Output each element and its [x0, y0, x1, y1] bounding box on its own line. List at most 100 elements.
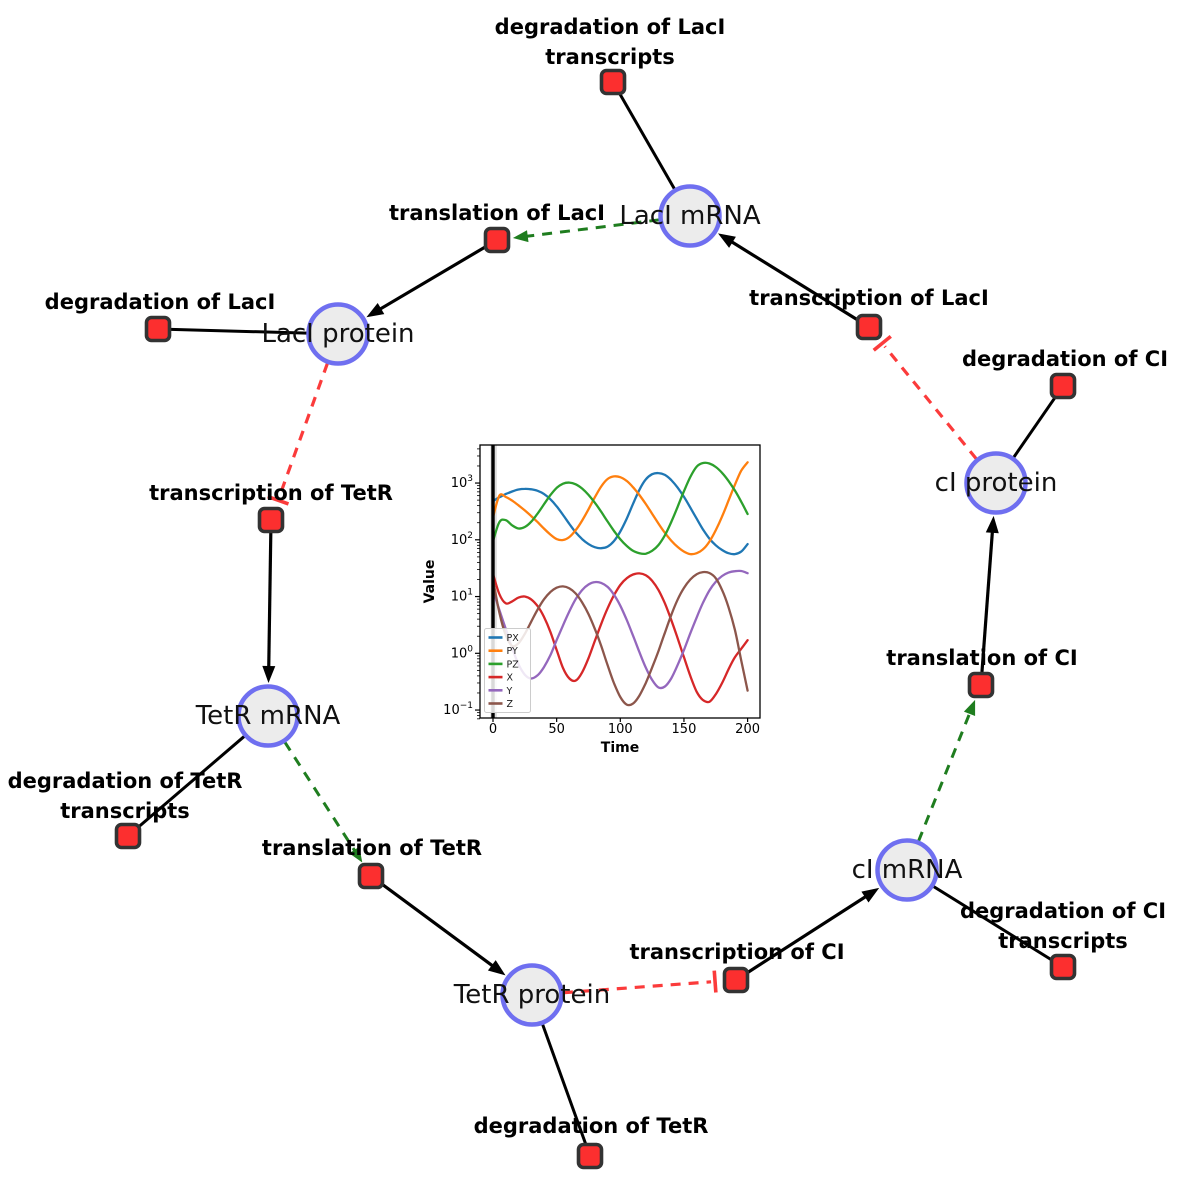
x-tick-label-100: 100	[608, 722, 633, 737]
series-line-Y	[491, 569, 749, 690]
edge-transc_lacI-lacI_mRNA-arrowhead	[718, 233, 736, 248]
reaction-label-transc_lacI: transcription of LacI	[749, 286, 989, 310]
edge-tetR_protein-transc_cI	[562, 980, 712, 995]
edge-lacI_protein-transc_tetR-inhibit-bar	[267, 494, 290, 506]
reaction-label-transl_tetR: translation of TetR	[262, 836, 482, 860]
reaction-node-transl_lacI	[483, 226, 511, 254]
edge-tetR_mRNA-transl_tetR-arrowhead	[349, 846, 363, 863]
y-tick-label-10e1: 101	[451, 588, 473, 605]
x-axis-title: Time	[601, 740, 639, 756]
edge-transc_cI-cI_mRNA	[746, 894, 868, 975]
edge-tetR_protein-deg_tetR	[541, 1023, 588, 1145]
reaction-label-deg_cI_tr-line2: transcripts	[998, 929, 1128, 953]
edge-cI_protein-transc_lacI-inhibit-bar	[872, 334, 892, 352]
series-line-PX	[491, 471, 749, 556]
legend-entry-X: X	[507, 673, 514, 684]
species-node-cI_protein	[964, 451, 1028, 515]
species-node-lacI_mRNA	[658, 184, 722, 248]
edge-transl_tetR-tetR_protein-arrowhead	[487, 960, 506, 976]
species-label-cI_mRNA: cI mRNA	[852, 855, 963, 885]
species-node-tetR_mRNA	[236, 684, 300, 748]
edge-transc_cI-cI_mRNA-arrowhead	[861, 887, 880, 903]
network-edges-layer	[136, 92, 1057, 1145]
reaction-node-deg_lacI	[144, 315, 172, 343]
reaction-label-deg_lacI_tr-line1: degradation of LacI	[495, 15, 726, 39]
species-label-tetR_mRNA: TetR mRNA	[195, 701, 341, 731]
series-line-PY	[491, 461, 749, 556]
edge-lacI_protein-transc_tetR	[277, 362, 329, 498]
edge-transl_lacI-lacI_protein	[378, 245, 487, 311]
species-label-lacI_protein: LacI protein	[261, 319, 414, 349]
reaction-label-transc_tetR: transcription of TetR	[149, 481, 393, 505]
reaction-label-deg_tetR_tr-line2: transcripts	[60, 799, 190, 823]
edge-lacI_protein-deg_lacI	[170, 327, 308, 335]
edge-cI_mRNA-transl_cI-arrowhead	[963, 699, 976, 716]
reaction-label-deg_cI: degradation of CI	[962, 347, 1168, 371]
x-tick-label-0: 0	[489, 722, 497, 737]
edge-lacI_mRNA-transl_lacI-arrowhead	[512, 230, 529, 243]
series-line-PZ	[491, 461, 749, 556]
reaction-node-transl_cI	[967, 671, 995, 699]
x-tick-label-150: 150	[672, 722, 697, 737]
y-axis-title: Value	[422, 560, 438, 604]
series-line-X	[491, 572, 749, 704]
reaction-node-deg_lacI_tr	[599, 68, 627, 96]
x-tick-label-50: 50	[548, 722, 565, 737]
timeseries-plot: 0 50 100 150 200 10−1 100 101 102 103 Time Value PX P…	[422, 444, 761, 756]
reaction-label-deg_tetR_tr-line1: degradation of TetR	[8, 769, 243, 793]
reaction-node-deg_tetR_tr	[114, 822, 142, 850]
reaction-node-transc_lacI	[855, 313, 883, 341]
legend-entry-PZ: PZ	[507, 659, 520, 670]
edge-transl_lacI-lacI_protein-arrowhead	[366, 303, 385, 318]
reaction-label-transl_lacI: translation of LacI	[389, 201, 605, 225]
reaction-node-deg_cI_tr	[1049, 953, 1077, 981]
edge-tetR_mRNA-deg_tetR_tr	[136, 735, 246, 829]
reaction-label-deg_tetR: degradation of TetR	[474, 1114, 709, 1138]
reaction-node-deg_tetR	[576, 1142, 604, 1170]
edge-transl_cI-cI_protein	[980, 530, 995, 673]
edge-cI_protein-deg_cI	[1012, 395, 1057, 459]
reaction-label-deg_lacI_tr-line2: transcripts	[545, 45, 675, 69]
legend-entry-PX: PX	[507, 633, 520, 644]
reaction-label-deg_cI_tr-line1: degradation of CI	[960, 899, 1166, 923]
reaction-node-transc_cI	[722, 966, 750, 994]
legend-entry-PY: PY	[507, 646, 519, 657]
edge-tetR_mRNA-transl_tetR	[283, 741, 357, 853]
y-tick-label-10e3: 103	[451, 474, 473, 491]
edge-transc_tetR-tetR_mRNA-arrowhead	[262, 665, 276, 683]
species-label-lacI_mRNA: LacI mRNA	[619, 201, 760, 231]
species-label-tetR_protein: TetR protein	[453, 980, 610, 1010]
reaction-node-deg_cI	[1049, 372, 1077, 400]
edge-lacI_mRNA-transl_lacI	[525, 218, 660, 238]
series-line-Z	[491, 570, 749, 707]
species-node-cI_mRNA	[875, 838, 939, 902]
species-label-cI_protein: cI protein	[935, 468, 1058, 498]
legend-entry-Z: Z	[507, 699, 514, 710]
edge-transc_tetR-tetR_mRNA	[267, 532, 273, 669]
reaction-node-transl_tetR	[357, 862, 385, 890]
edge-lacI_mRNA-deg_lacI_tr	[618, 92, 676, 190]
reaction-label-transc_cI: transcription of CI	[629, 940, 844, 964]
plot-series-group	[491, 461, 749, 707]
y-tick-label-10e-1: 10−1	[443, 701, 473, 718]
network-nodes-layer	[114, 68, 1077, 1170]
legend-entry-Y: Y	[506, 686, 513, 697]
network-labels-layer: degradation of LacI transcripts translatio…	[8, 15, 1168, 1138]
edge-tetR_protein-transc_cI-inhibit-bar	[712, 970, 718, 993]
edge-transl_tetR-tetR_protein	[380, 882, 495, 968]
y-tick-label-10e0: 100	[451, 644, 474, 661]
edge-transc_lacI-lacI_mRNA	[729, 239, 859, 322]
edge-cI_protein-transc_lacI	[883, 345, 978, 460]
y-tick-label-10e2: 102	[451, 531, 473, 548]
reaction-node-transc_tetR	[257, 506, 285, 534]
reaction-label-transl_cI: translation of CI	[886, 646, 1077, 670]
x-tick-label-200: 200	[735, 722, 760, 737]
species-node-tetR_protein	[500, 963, 564, 1027]
species-node-lacI_protein	[306, 302, 370, 366]
edge-cI_mRNA-deg_cI_tr	[932, 885, 1053, 962]
edge-transl_cI-cI_protein-arrowhead	[985, 515, 999, 534]
reaction-label-deg_lacI: degradation of LacI	[45, 290, 276, 314]
edge-cI_mRNA-transl_cI	[917, 711, 972, 842]
